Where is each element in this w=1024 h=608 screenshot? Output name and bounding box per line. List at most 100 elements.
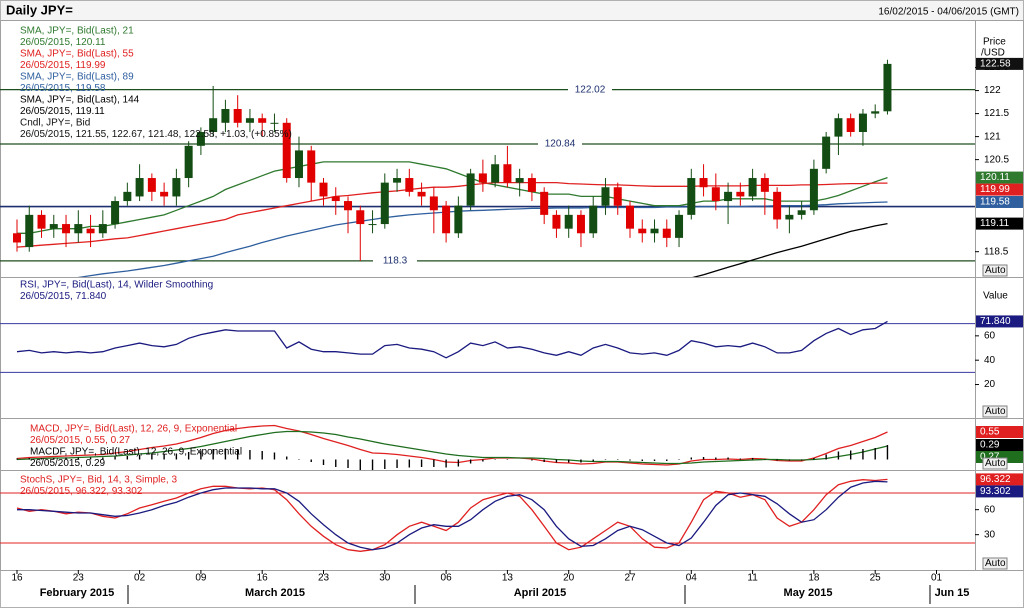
legend-name: StochS, JPY=, Bid, 14, 3, Simple, 3: [20, 475, 177, 486]
legend-name: SMA, JPY=, Bid(Last), 144: [20, 95, 140, 106]
candle-body: [319, 182, 328, 197]
signal-line: [17, 480, 888, 551]
candle-body: [307, 150, 316, 183]
value-box-label: 93.302: [980, 486, 1011, 497]
scale-button[interactable]: [982, 264, 1008, 277]
legend-name: MACDF, JPY=, Bid(Last), 12, 26, 9, Expon…: [30, 447, 242, 458]
candle-body: [662, 228, 671, 238]
x-tick-label: 30: [379, 573, 391, 584]
y-tick-label: 121: [984, 131, 1001, 142]
series-line: [77, 201, 888, 277]
candle-body: [356, 210, 365, 225]
x-tick-label: 16: [257, 573, 269, 584]
legend-value: 26/05/2015, 120.11: [20, 37, 106, 48]
scale-button-label[interactable]: Auto: [985, 558, 1006, 569]
series-line: [692, 222, 888, 277]
candle-body: [270, 122, 279, 124]
candle-body: [478, 173, 487, 183]
month-label: Jun 15: [935, 587, 970, 599]
value-box-label: 0.55: [980, 427, 1000, 438]
candle-body: [172, 178, 181, 197]
value-box-label: 119.99: [980, 184, 1010, 195]
candle-body: [417, 191, 426, 197]
candle-body: [846, 118, 855, 133]
x-tick-label: 04: [686, 573, 698, 584]
candle-body: [454, 205, 463, 234]
y-axis-title: Price: [983, 37, 1006, 48]
candle-body: [380, 182, 389, 225]
candle-body: [626, 205, 634, 229]
candle-body: [147, 178, 156, 192]
candle-body: [809, 168, 818, 211]
candle-body: [221, 108, 230, 123]
candle-body: [49, 224, 58, 229]
date-range: 16/02/2015 - 04/06/2015 (GMT): [878, 7, 1019, 18]
month-label: February 2015: [40, 587, 115, 599]
scale-button-label[interactable]: Auto: [985, 406, 1006, 417]
candle-body: [552, 214, 561, 229]
series-line: [16, 181, 888, 248]
candle-body: [773, 191, 782, 220]
scale-button[interactable]: [982, 405, 1008, 418]
month-label: May 2015: [784, 587, 833, 599]
level-label: 122.02: [575, 84, 606, 95]
candle-body: [74, 224, 83, 234]
value-box-label: 0.27: [980, 452, 1000, 463]
candle-body: [393, 178, 402, 183]
candle-body: [699, 178, 708, 188]
candle-body: [883, 63, 892, 112]
x-tick-label: 13: [502, 573, 514, 584]
candle-body: [613, 187, 622, 206]
candle-body: [540, 191, 549, 215]
candle-body: [638, 228, 647, 234]
scale-button[interactable]: [982, 457, 1008, 470]
y-tick-label: 121.5: [984, 108, 1009, 119]
x-tick-label: 11: [747, 573, 758, 584]
x-tick-label: 02: [134, 573, 146, 584]
candle-body: [405, 178, 414, 192]
scale-button-label[interactable]: Auto: [985, 458, 1006, 469]
candle-body: [429, 196, 438, 211]
x-tick-label: 09: [195, 573, 207, 584]
legend-value: 26/05/2015, 0.55, 0.27: [30, 435, 131, 446]
level-label-bg: [538, 137, 582, 150]
candle-body: [687, 178, 696, 215]
scale-button[interactable]: [982, 557, 1008, 570]
candle-body: [527, 178, 536, 192]
candle-body: [344, 201, 353, 211]
value-box-label: 71.840: [980, 316, 1011, 327]
legend-name: SMA, JPY=, Bid(Last), 55: [20, 49, 134, 60]
plot-area: [0, 478, 975, 552]
candle-body: [834, 118, 843, 137]
y-tick-label: 118.5: [984, 246, 1009, 257]
value-box: [976, 57, 1023, 70]
signal-line: [16, 430, 888, 465]
value-box: [976, 195, 1023, 208]
value-box: [976, 485, 1023, 498]
value-box: [976, 439, 1023, 451]
y-tick-label: 120.5: [984, 154, 1009, 165]
candle-body: [576, 214, 585, 234]
chart-title: Daily JPY=: [6, 2, 73, 17]
candle-body: [858, 113, 867, 133]
series-line: [17, 161, 888, 234]
legend-name: SMA, JPY=, Bid(Last), 21: [20, 26, 134, 37]
value-box-label: 120.11: [980, 172, 1010, 183]
candle-body: [760, 178, 769, 192]
legend-value: 26/05/2015, 119.99: [20, 60, 106, 71]
y-tick-label: 30: [984, 529, 996, 540]
candle-body: [822, 136, 831, 169]
scale-button-label[interactable]: Auto: [985, 265, 1006, 276]
x-tick-label: 16: [11, 573, 23, 584]
legend-name: Cndl, JPY=, Bid: [20, 118, 90, 129]
series-line: [16, 424, 888, 466]
value-box: [976, 217, 1023, 230]
value-box-label: 119.11: [980, 218, 1010, 229]
x-tick-label: 20: [563, 573, 575, 584]
candle-body: [160, 191, 169, 197]
candle-body: [37, 214, 46, 229]
plot-area: [0, 320, 975, 373]
candle-body: [123, 191, 132, 202]
candle-body: [233, 108, 242, 123]
